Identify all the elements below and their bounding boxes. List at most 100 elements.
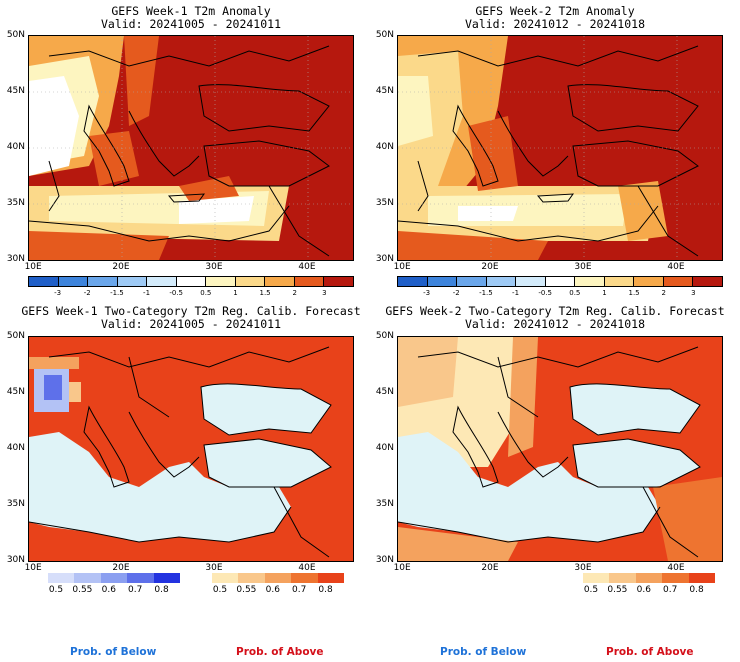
colorbar-segment [176,277,207,286]
lat-label: 35N [6,198,25,208]
panel4-valid-dates: Valid: 20241012 - 20241018 [464,317,645,331]
colorbar-tick-label: 2 [661,289,666,297]
colorbar-segment [58,277,89,286]
footer-prob-below-left: Prob. of Below [70,646,157,658]
colorbar-segment [486,277,517,286]
panel3-title: GEFS Week-1 Two-Category T2m Reg. Calib.… [21,304,361,318]
panel2-title-block: GEFS Week-2 T2m Anomaly Valid: 20241012 … [370,5,740,31]
lat-label: 50N [375,331,394,341]
lon-label: 30E [574,563,592,573]
probability-tick-label: 0.55 [236,585,257,595]
probability-segment [583,573,610,583]
lat-label: 35N [375,499,394,509]
colorbar-segment [693,277,723,286]
colorbar-segment [235,277,266,286]
colorbar-segment [634,277,664,286]
colorbar-tick-label: 2 [292,289,297,297]
lon-label: 40E [667,563,685,573]
probability-tick-label: 0.8 [318,585,333,595]
colorbar-tick-label: -0.5 [538,289,553,297]
lat-label: 30N [375,555,394,565]
colorbar-segment [29,277,59,286]
lon-label: 20E [112,563,130,573]
lon-label: 10E [393,262,411,272]
lon-label: 10E [24,563,42,573]
colorbar-tick-label: -3 [54,289,62,297]
lat-label: 45N [375,387,394,397]
lon-label: 20E [481,563,499,573]
colorbar-segment [324,277,354,286]
probability-segment [291,573,318,583]
lat-label: 45N [6,86,25,96]
probability-tick-label: 0.6 [636,585,651,595]
map-week1-anomaly [28,35,354,261]
map-week1-probability [28,336,354,562]
lon-label: 10E [393,563,411,573]
below-probability-bar [48,573,181,583]
lon-label: 30E [205,262,223,272]
lon-label: 10E [24,262,42,272]
footer-prob-above-right: Prob. of Above [606,646,694,658]
map-week2-anomaly [397,35,723,261]
lat-label: 50N [375,30,394,40]
lat-label: 50N [6,30,25,40]
colorbar-segment [398,277,428,286]
colorbar-tick-label: 3 [322,289,327,297]
panel2-valid-dates: Valid: 20241012 - 20241018 [464,17,645,31]
colorbar-tick-label: 0.5 [569,289,581,297]
probability-tick-label: 0.6 [101,585,116,595]
colorbar-tick-label: -2 [83,289,91,297]
panel1-title-block: GEFS Week-1 T2m Anomaly Valid: 20241005 … [6,5,376,31]
colorbar-tick-label: -3 [423,289,431,297]
probability-segment [153,573,181,583]
probability-tick-label: 0.5 [583,585,599,595]
colorbar-tick-label: 1 [602,289,607,297]
lon-label: 30E [574,262,592,272]
probability-tick-label: 0.8 [689,585,704,595]
lon-label: 40E [298,563,316,573]
above-probability-bar-week1 [212,573,345,583]
colorbar-segment [663,277,694,286]
colorbar-tick-label: -1 [512,289,520,297]
colorbar-tick-label: 1.5 [259,289,271,297]
lat-label: 30N [6,555,25,565]
probability-segment [74,573,101,583]
probability-tick-label: 0.55 [72,585,93,595]
lat-label: 30N [375,254,394,264]
colorbar-tick-label: 1 [233,289,238,297]
probability-tick-label: 0.55 [607,585,628,595]
probability-segment [212,573,239,583]
probability-tick-label: 0.8 [154,585,169,595]
anomaly-colorbar-week1 [28,276,354,287]
panel4-title-block: GEFS Week-2 Two-Category T2m Reg. Calib.… [370,305,740,331]
colorbar-segment [206,277,236,286]
lon-label: 40E [667,262,685,272]
lat-label: 35N [375,198,394,208]
colorbar-tick-label: -0.5 [169,289,184,297]
lat-label: 30N [6,254,25,264]
lat-label: 35N [6,499,25,509]
lon-label: 40E [298,262,316,272]
lat-label: 40N [6,443,25,453]
panel2-title: GEFS Week-2 T2m Anomaly [475,4,635,18]
colorbar-segment [265,277,295,286]
lat-label: 40N [6,142,25,152]
lon-label: 20E [481,262,499,272]
anomaly-colorbar-week2 [397,276,723,287]
probability-tick-label: 0.6 [265,585,280,595]
panel1-valid-dates: Valid: 20241005 - 20241011 [100,17,281,31]
footer-prob-above-left: Prob. of Above [236,646,324,658]
probability-tick-label: 0.7 [292,585,307,595]
lat-label: 40N [375,443,394,453]
panel1-title: GEFS Week-1 T2m Anomaly [111,4,271,18]
probability-segment [609,573,636,583]
colorbar-segment [147,277,177,286]
colorbar-segment [545,277,576,286]
panel4-title: GEFS Week-2 Two-Category T2m Reg. Calib.… [385,304,725,318]
colorbar-tick-label: 1.5 [628,289,640,297]
panel3-valid-dates: Valid: 20241005 - 20241011 [100,317,281,331]
lat-label: 50N [6,331,25,341]
colorbar-segment [427,277,458,286]
colorbar-tick-label: -1.5 [479,289,493,297]
lat-label: 45N [6,387,25,397]
